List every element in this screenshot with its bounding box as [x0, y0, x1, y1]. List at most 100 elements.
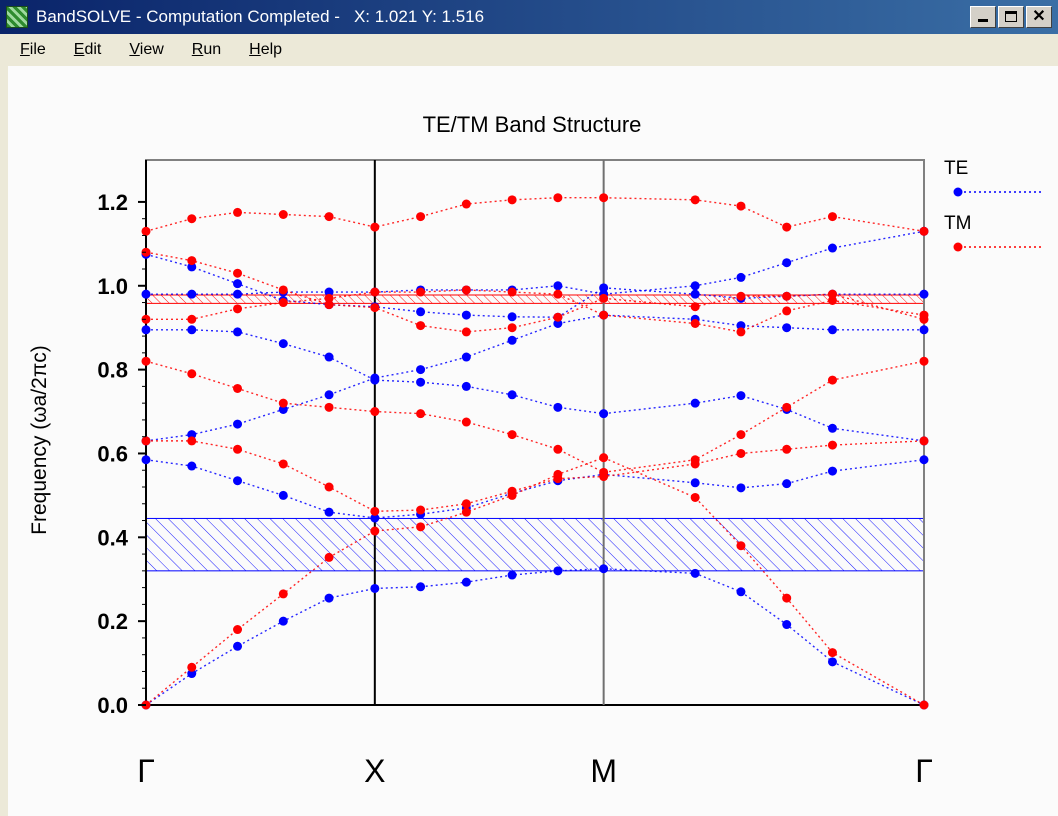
band-gaps — [145, 294, 925, 572]
te-band-point — [827, 243, 837, 253]
close-button[interactable]: ✕ — [1026, 6, 1052, 28]
te-band-point — [278, 339, 288, 349]
window-title: BandSOLVE - Computation Completed - — [36, 7, 340, 26]
tm-band-point — [507, 486, 517, 496]
te-band-point — [233, 419, 243, 429]
menu-help[interactable]: Help — [249, 41, 283, 58]
tm-band-point — [324, 300, 334, 310]
te-band-point — [599, 564, 609, 574]
te-band-point — [324, 593, 334, 603]
tm-band-point — [553, 193, 563, 203]
chart-title: TE/TM Band Structure — [423, 112, 642, 137]
te-band-point — [599, 283, 609, 293]
te-band-point — [599, 409, 609, 419]
tm-band-point — [827, 648, 837, 658]
menu-run[interactable]: Run — [191, 41, 222, 58]
tm-band-point — [736, 291, 746, 301]
tm-band-point — [370, 303, 380, 313]
tm-band-point — [370, 526, 380, 536]
tm-band-point — [233, 268, 243, 278]
cursor-coordinates: X: 1.021 Y: 1.516 — [353, 7, 485, 26]
tm-band-point — [507, 195, 517, 205]
tm-band-point — [782, 222, 792, 232]
tm-band-line — [145, 456, 925, 706]
band-structure-chart: TE/TM Band Structure Frequency (ωa/2πc) … — [28, 112, 1043, 789]
te-band-point — [553, 402, 563, 412]
tm-band-point — [599, 453, 609, 463]
te-band-point — [736, 272, 746, 282]
tm-band-point — [416, 287, 426, 297]
tm-band-point — [827, 295, 837, 305]
te-band-point — [233, 279, 243, 289]
tm-band-point — [233, 444, 243, 454]
te-band-point — [461, 381, 471, 391]
te-band-point — [187, 461, 197, 471]
tm-band-point — [599, 193, 609, 203]
te-band-point — [370, 375, 380, 385]
tm-band-point — [919, 436, 929, 446]
te-band-point — [324, 287, 334, 297]
te-band-point — [736, 483, 746, 493]
tm-band-point — [553, 312, 563, 322]
tm-band-point — [690, 195, 700, 205]
te-band-point — [233, 289, 243, 299]
close-icon: ✕ — [1032, 8, 1046, 25]
te-band-point — [827, 325, 837, 335]
tm-band-point — [461, 199, 471, 209]
tm-band-point — [553, 444, 563, 454]
tm-band-point — [690, 319, 700, 328]
tm-band-point — [233, 304, 243, 314]
x-tick-label: Γ — [137, 753, 155, 789]
te-band-point — [736, 391, 746, 401]
te-band-point — [416, 307, 426, 317]
legend-label-tm: TM — [944, 213, 971, 234]
te-band-point — [416, 377, 426, 387]
y-axis-label: Frequency (ωa/2πc) — [28, 345, 51, 535]
te-band-point — [187, 289, 197, 299]
tm-band-point — [324, 212, 334, 222]
y-tick-label: 0.8 — [97, 358, 128, 383]
tm-band-point — [461, 327, 471, 337]
tm-band-point — [553, 474, 563, 484]
te-band-point — [324, 507, 334, 517]
menu-file[interactable]: File — [20, 41, 46, 58]
menu-edit[interactable]: Edit — [73, 41, 102, 58]
minimize-button[interactable] — [970, 6, 996, 28]
te-band-point — [553, 319, 563, 328]
menu-view[interactable]: View — [129, 41, 164, 58]
tm-band-point — [370, 287, 380, 297]
te-band-point — [233, 476, 243, 486]
plot-frame — [145, 159, 925, 706]
te-band-point — [187, 430, 197, 440]
chart-area: TE/TM Band Structure Frequency (ωa/2πc) … — [8, 66, 1058, 816]
title-bar: BandSOLVE - Computation Completed - X: 1… — [0, 0, 1058, 34]
te-band-point — [507, 390, 517, 400]
tm-band-line — [145, 197, 925, 232]
tm-band-point — [736, 201, 746, 211]
plot-border — [145, 159, 925, 706]
band-lines — [141, 193, 929, 710]
te-band-point — [782, 620, 792, 630]
tm-band-point — [827, 440, 837, 450]
tm-band-line — [146, 289, 925, 333]
te-band-point — [278, 404, 288, 414]
tm-band-point — [461, 507, 471, 517]
te-band-point — [827, 423, 837, 433]
tm-band-point — [187, 662, 197, 672]
axis-ticks: 0.0 0.2 0.4 0.6 0.8 1.0 1.2 Γ X M Γ — [97, 190, 932, 789]
tm-band-point — [324, 552, 334, 562]
y-tick-label: 1.0 — [97, 274, 128, 299]
tm-band-point — [278, 459, 288, 469]
te-band-point — [233, 327, 243, 337]
tm-band-point — [507, 430, 517, 440]
maximize-button[interactable] — [998, 6, 1024, 28]
te-band-point — [370, 513, 380, 523]
tm-band-point — [416, 522, 426, 532]
te-band-point — [324, 390, 334, 400]
tm-band-point — [187, 436, 197, 446]
te-band-line — [145, 459, 925, 519]
tm-band-point — [919, 700, 929, 710]
te-band-point — [324, 352, 334, 362]
tm-band-point — [461, 285, 471, 295]
tm-band-point — [233, 383, 243, 393]
